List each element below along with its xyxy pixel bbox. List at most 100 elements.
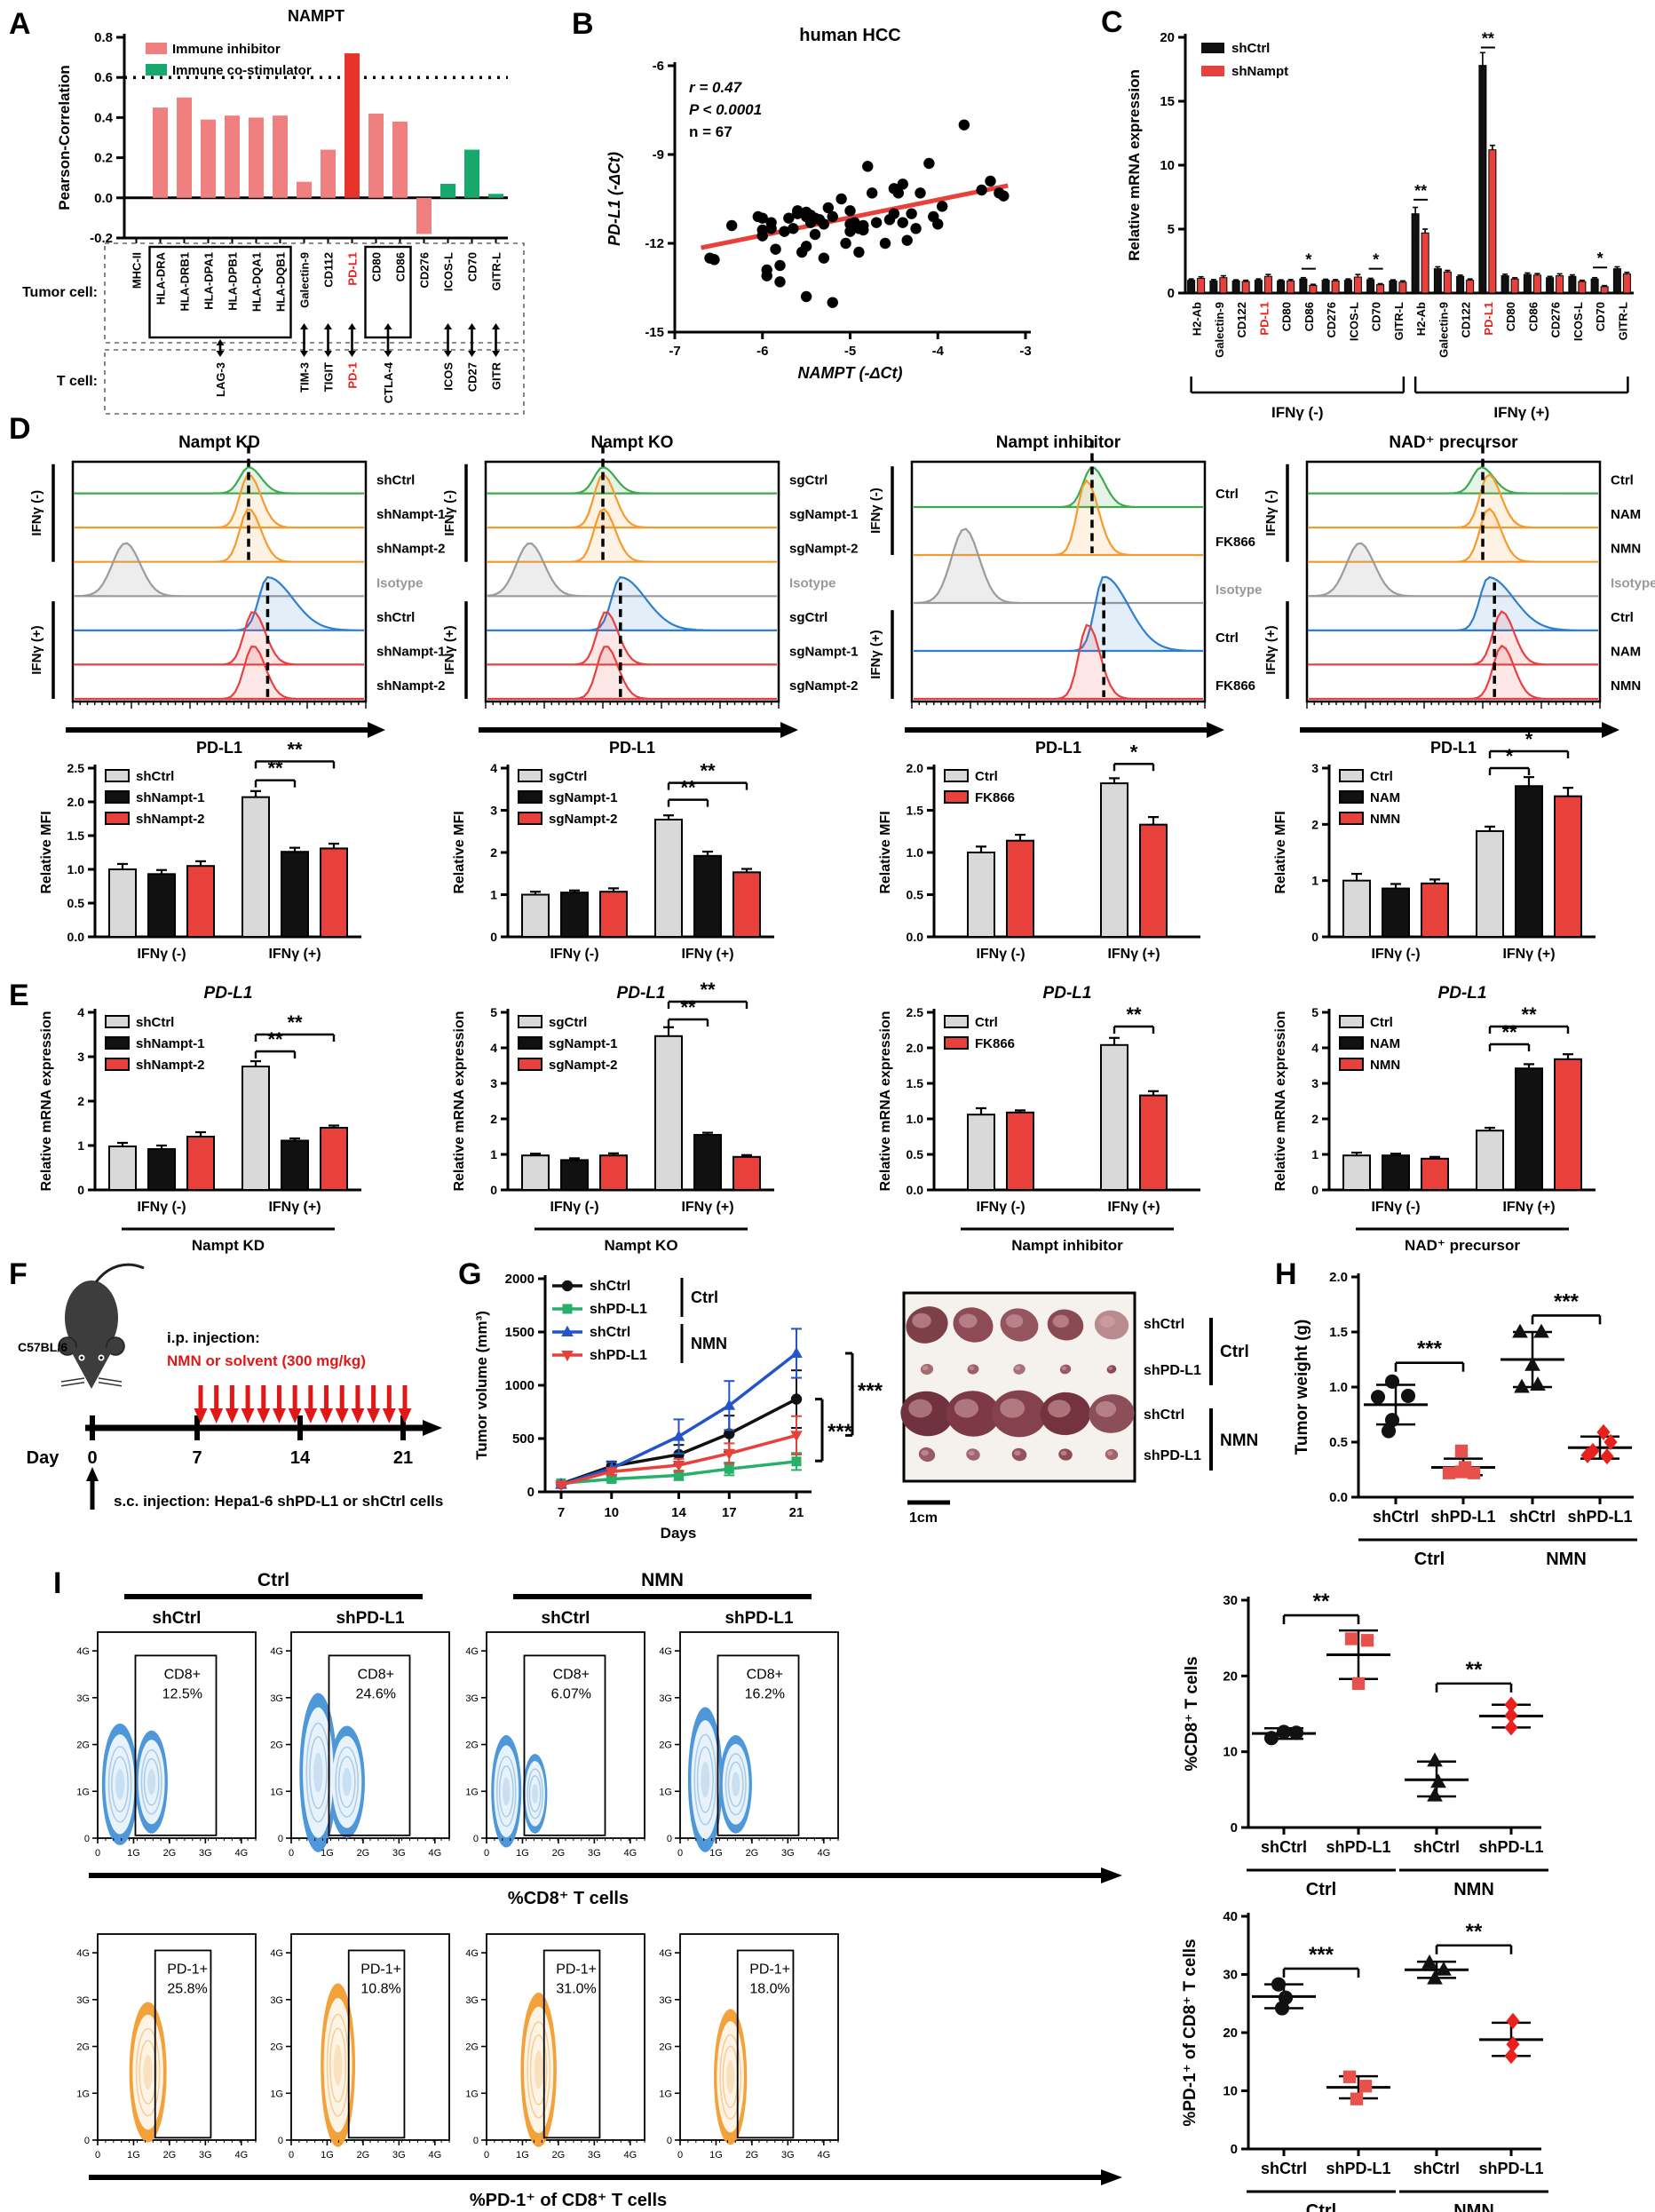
chart-text: s.c. injection: Hepa1-6 shPD-L1 or shCtr… (114, 1493, 443, 1510)
chart-text: shCtrl (1261, 1838, 1307, 1856)
chart-text: 4G (659, 1948, 672, 1959)
chart-text: 30 (1223, 1593, 1238, 1608)
chart-text: 4G (659, 1646, 672, 1657)
chart-text: IFNγ (-) (1371, 1200, 1420, 1215)
chart-text: 0.4 (94, 110, 114, 125)
chart-text: 1 (1311, 1147, 1318, 1161)
chart-text: TIM-3 (298, 362, 312, 392)
chart-text: 3 (77, 1050, 84, 1064)
chart-text: Ctrl (1370, 1015, 1393, 1030)
chart-text: 2G (163, 2150, 177, 2160)
chart-text: sgNampt-2 (549, 1058, 618, 1073)
chart-text: 0 (77, 1183, 84, 1197)
chart-text: 1 (490, 1147, 497, 1161)
chart-text: 5 (1168, 222, 1175, 237)
panel-f-experiment-timeline: C57BL/6 0 7 14 21 Day i.p. injection: NMN or so… (18, 1263, 443, 1510)
chart-text: shPD-L1 (590, 1348, 647, 1363)
chart-text: -12 (645, 236, 664, 251)
chart-text: PD-1+ (749, 1962, 790, 1977)
chart-text: 0 (84, 2136, 90, 2146)
chart-text: 3 (1311, 761, 1318, 775)
panel-d-mfi-bars-nad-precursor: 0 1 2 3 Relative MFI IFNγ (-) IFNγ (+) Ctrl NAM N… (1273, 728, 1596, 962)
chart-text: shCtrl (376, 473, 415, 488)
chart-text: shPD-L1 (1478, 1838, 1543, 1856)
chart-text: IFNγ (-) (550, 947, 598, 962)
chart-text: FK866 (1216, 678, 1255, 694)
chart-text: *** (1554, 1289, 1580, 1313)
chart-text: ICOS-L (1347, 302, 1360, 341)
chart-text: -7 (669, 344, 680, 359)
chart-text: HLA-DRA (154, 251, 168, 305)
chart-text: 1000 (505, 1378, 535, 1393)
chart-text: 1G (465, 2089, 479, 2099)
chart-text: ICOS-L (1572, 302, 1585, 341)
chart-text: Nampt KO (604, 1237, 677, 1254)
chart-text: 2 (77, 1094, 84, 1108)
chart-text: sgNampt-1 (789, 507, 859, 522)
chart-text: 1G (270, 1787, 283, 1797)
chart-text: 3 (490, 1076, 497, 1090)
chart-text: * (1305, 251, 1311, 269)
chart-text: IFNγ (+) (1107, 947, 1160, 962)
chart-text: 3G (392, 1848, 406, 1859)
chart-text: 0 (87, 1448, 97, 1468)
chart-text: ** (1414, 182, 1427, 200)
chart-text: Relative MFI (1273, 811, 1288, 893)
chart-text: ** (680, 996, 696, 1019)
chart-text: shPD-L1 (590, 1302, 647, 1317)
chart-text: 1G (270, 2089, 283, 2099)
chart-text: 20 (1160, 30, 1175, 45)
chart-text: r = 0.47 (689, 79, 743, 96)
chart-text: 31.0% (556, 1981, 596, 1996)
chart-text: FK866 (975, 790, 1015, 805)
chart-text: 0 (278, 1834, 283, 1844)
chart-text: sgCtrl (789, 610, 828, 625)
chart-text: NAD⁺ precursor (1405, 1237, 1520, 1254)
chart-text: NMN (691, 1335, 727, 1352)
chart-text: 25.8% (167, 1981, 207, 1996)
chart-text: 2.0 (67, 795, 85, 809)
chart-text: 21 (789, 1505, 804, 1520)
chart-text: IFNγ (+) (1107, 1200, 1160, 1215)
chart-text: 4G (817, 2150, 830, 2160)
chart-text: 0 (1231, 1820, 1238, 1835)
chart-text: 10.8% (360, 1981, 400, 1996)
chart-text: shCtrl (1509, 1508, 1556, 1526)
panel-h-tumor-weight-chart: 0.0 0.5 1.0 1.5 2.0 Tumor weight (g) shCtrl shP… (1293, 1270, 1637, 1569)
chart-text: 3G (781, 1848, 795, 1859)
chart-text: ** (1501, 1021, 1517, 1043)
chart-text: NMN (1611, 542, 1641, 557)
chart-text: Immune inhibitor (172, 42, 281, 57)
chart-text: ** (1466, 1658, 1483, 1682)
chart-text: 2G (357, 1848, 370, 1859)
chart-text: ** (1482, 30, 1494, 48)
chart-text: 3G (199, 2150, 212, 2160)
chart-text: Immune co-stimulator (172, 63, 312, 78)
panel-d-mfi-bars-nampt-kd: 0.0 0.5 1.0 1.5 2.0 2.5 Relative MFI IFNγ (-) IF… (39, 738, 361, 962)
chart-text: 2G (163, 1848, 177, 1859)
chart-text: *** (828, 1420, 853, 1444)
chart-text: 4G (623, 1848, 637, 1859)
chart-text: IFNγ (-) (1263, 490, 1279, 536)
chart-text: shPD-L1 (1144, 1363, 1201, 1378)
chart-text: CD70 (1370, 302, 1383, 331)
chart-text: -9 (653, 147, 664, 163)
chart-text: PD-L1 (-ΔCt) (606, 152, 623, 246)
chart-text: NMN or solvent (300 mg/kg) (167, 1352, 366, 1369)
chart-text: shNampt-2 (376, 678, 446, 694)
chart-text: 1G (709, 1848, 723, 1859)
panel-i-pd1-scatter: 0 10 20 30 40 %PD-1⁺ of CD8⁺ T cells shCtrl shP… (1181, 1909, 1548, 2212)
chart-text: shCtrl (1413, 1838, 1460, 1856)
chart-text: 0.2 (94, 151, 113, 166)
chart-text: Galectin-9 (298, 252, 312, 308)
chart-text: CD276 (418, 252, 432, 288)
chart-text: *** (1417, 1337, 1443, 1361)
chart-text: 4G (465, 1948, 479, 1959)
chart-text: GITR (490, 361, 503, 390)
chart-text: 2 (490, 845, 497, 860)
chart-text: Isotype (1611, 575, 1655, 591)
chart-text: ** (700, 979, 716, 1001)
chart-text: 1G (321, 2150, 334, 2160)
chart-text: sgNampt-1 (789, 644, 859, 659)
